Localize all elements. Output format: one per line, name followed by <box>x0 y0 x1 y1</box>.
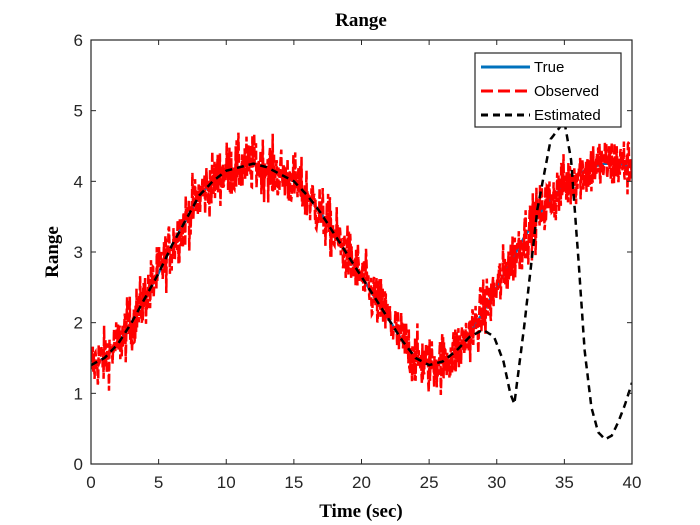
y-tick-label: 4 <box>74 172 83 191</box>
plot-area <box>91 118 632 441</box>
x-tick-label: 0 <box>86 473 95 492</box>
x-tick-label: 20 <box>352 473 371 492</box>
legend: True Observed Estimated <box>474 52 622 128</box>
y-axis-label: Range <box>42 226 63 278</box>
y-tick-label: 1 <box>74 384 83 403</box>
chart-title: Range <box>335 10 387 31</box>
series-observed-line <box>91 132 632 396</box>
x-tick-label: 40 <box>623 473 642 492</box>
x-tick-label: 5 <box>154 473 163 492</box>
x-tick-label: 10 <box>217 473 236 492</box>
series-estimated-line <box>91 118 632 441</box>
legend-label: Estimated <box>534 107 601 124</box>
x-axis-label: Time (sec) <box>319 501 403 522</box>
legend-label: Observed <box>534 83 599 100</box>
y-tick-label: 0 <box>74 455 83 474</box>
y-tick-label: 3 <box>74 243 83 262</box>
legend-label: True <box>534 59 564 76</box>
y-tick-label: 6 <box>74 31 83 50</box>
x-tick-label: 30 <box>487 473 506 492</box>
y-tick-label: 2 <box>74 314 83 333</box>
y-tick-label: 5 <box>74 102 83 121</box>
x-tick-label: 35 <box>555 473 574 492</box>
x-tick-label: 25 <box>420 473 439 492</box>
x-tick-label: 15 <box>284 473 303 492</box>
